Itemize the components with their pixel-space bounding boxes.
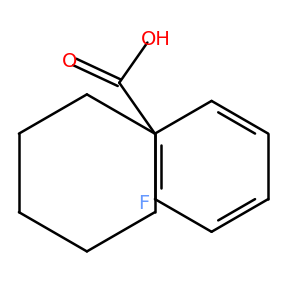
Text: OH: OH (141, 30, 170, 49)
Text: O: O (62, 52, 78, 71)
Text: F: F (138, 194, 149, 214)
